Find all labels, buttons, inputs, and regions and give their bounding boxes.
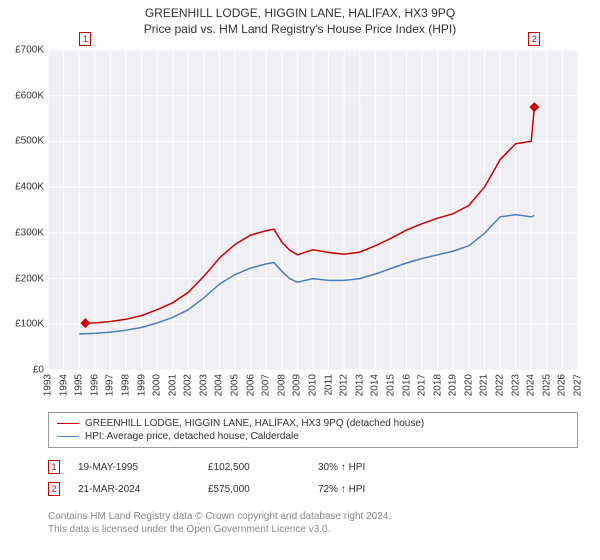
x-axis-label: 2024 <box>526 374 537 396</box>
x-axis-label: 2025 <box>541 374 552 396</box>
chart-area: £0£100K£200K£300K£400K£500K£600K£700K199… <box>48 50 578 370</box>
sale-hpi: 72% ↑ HPI <box>318 484 578 495</box>
sale-hpi: 30% ↑ HPI <box>318 462 578 473</box>
x-axis-label: 1998 <box>120 374 131 396</box>
x-axis-label: 2004 <box>214 374 225 396</box>
x-axis-label: 2008 <box>276 374 287 396</box>
legend-label: HPI: Average price, detached house, Cald… <box>85 431 299 442</box>
x-axis-label: 1993 <box>43 374 54 396</box>
x-axis-label: 2019 <box>448 374 459 396</box>
y-axis-label: £700K <box>15 45 44 56</box>
x-axis-label: 2003 <box>198 374 209 396</box>
plot-svg <box>48 50 578 370</box>
x-axis-label: 2012 <box>339 374 350 396</box>
x-axis-label: 2006 <box>245 374 256 396</box>
y-axis-label: £400K <box>15 182 44 193</box>
x-axis-label: 2005 <box>230 374 241 396</box>
x-axis-label: 2016 <box>401 374 412 396</box>
chart-container: GREENHILL LODGE, HIGGIN LANE, HALIFAX, H… <box>0 0 600 560</box>
sale-price: £575,000 <box>208 484 318 495</box>
sale-date: 19-MAY-1995 <box>78 462 208 473</box>
x-axis-label: 2021 <box>479 374 490 396</box>
legend-item: GREENHILL LODGE, HIGGIN LANE, HALIFAX, H… <box>57 417 569 430</box>
chart-title: GREENHILL LODGE, HIGGIN LANE, HALIFAX, H… <box>0 6 600 20</box>
footer-line1: Contains HM Land Registry data © Crown c… <box>48 510 578 523</box>
legend-swatch <box>57 436 79 437</box>
x-axis-label: 2007 <box>261 374 272 396</box>
x-axis-label: 2018 <box>432 374 443 396</box>
y-axis-label: £100K <box>15 319 44 330</box>
x-axis-label: 1995 <box>74 374 85 396</box>
legend-label: GREENHILL LODGE, HIGGIN LANE, HALIFAX, H… <box>85 418 424 429</box>
x-axis-label: 2010 <box>308 374 319 396</box>
sale-point-diamond <box>80 318 90 328</box>
sale-marker-2: 2 <box>528 32 540 46</box>
x-axis-label: 2017 <box>417 374 428 396</box>
footer-line2: This data is licensed under the Open Gov… <box>48 523 578 536</box>
x-axis-label: 2002 <box>183 374 194 396</box>
y-axis-label: £600K <box>15 90 44 101</box>
x-axis-label: 2011 <box>323 374 334 396</box>
sale-date: 21-MAR-2024 <box>78 484 208 495</box>
x-axis-label: 2014 <box>370 374 381 396</box>
x-axis-label: 1999 <box>136 374 147 396</box>
x-axis-label: 2022 <box>495 374 506 396</box>
sale-price: £102,500 <box>208 462 318 473</box>
sale-row-marker: 1 <box>48 460 60 474</box>
x-axis-label: 2015 <box>385 374 396 396</box>
legend-item: HPI: Average price, detached house, Cald… <box>57 430 569 443</box>
x-axis-label: 2001 <box>167 374 178 396</box>
series-price_paid <box>85 107 534 323</box>
sale-row: 2 21-MAR-2024£575,00072% ↑ HPI <box>48 478 578 500</box>
sale-row-marker: 2 <box>48 482 60 496</box>
x-axis-label: 2020 <box>463 374 474 396</box>
sale-row: 1 19-MAY-1995£102,50030% ↑ HPI <box>48 456 578 478</box>
y-axis-label: £500K <box>15 136 44 147</box>
x-axis-label: 2000 <box>152 374 163 396</box>
x-axis-label: 2013 <box>354 374 365 396</box>
x-axis-label: 2026 <box>557 374 568 396</box>
legend: GREENHILL LODGE, HIGGIN LANE, HALIFAX, H… <box>48 412 578 448</box>
x-axis-label: 1994 <box>58 374 69 396</box>
title-block: GREENHILL LODGE, HIGGIN LANE, HALIFAX, H… <box>0 0 600 36</box>
y-axis-label: £300K <box>15 227 44 238</box>
x-axis-label: 1997 <box>105 374 116 396</box>
x-axis-label: 1996 <box>89 374 100 396</box>
legend-swatch <box>57 423 79 424</box>
sales-table: 1 19-MAY-1995£102,50030% ↑ HPI 2 21-MAR-202… <box>48 456 578 500</box>
sale-marker-1: 1 <box>79 32 91 46</box>
footer: Contains HM Land Registry data © Crown c… <box>48 510 578 536</box>
x-axis-label: 2023 <box>510 374 521 396</box>
x-axis-label: 2009 <box>292 374 303 396</box>
x-axis-label: 2027 <box>573 374 584 396</box>
y-axis-label: £200K <box>15 273 44 284</box>
